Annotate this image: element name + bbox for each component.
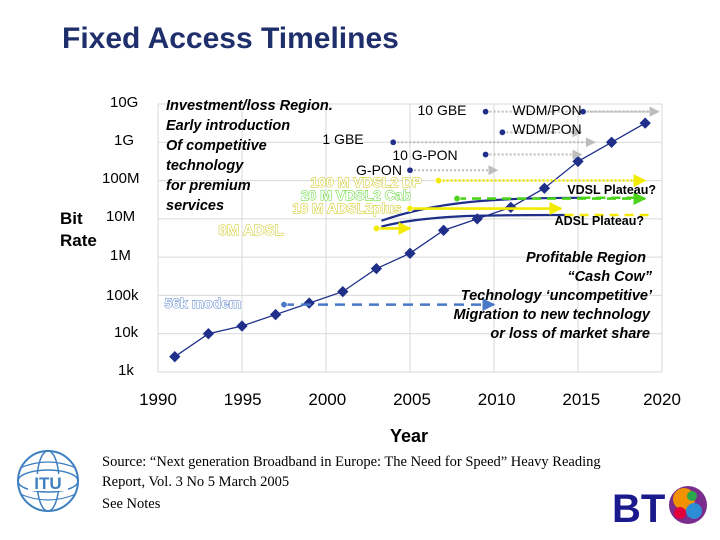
y-tick-label: 100k xyxy=(106,287,139,304)
y-tick-label: 10k xyxy=(114,324,139,341)
y-tick-label: 100M xyxy=(102,170,140,187)
x-tick-label: 1995 xyxy=(224,390,262,409)
profitable-region-annotation: Profitable Region “Cash Cow” Technology … xyxy=(453,250,653,342)
data-point-marker xyxy=(605,136,618,148)
technology-start-dot xyxy=(435,177,443,185)
technology-label: 1 GBE xyxy=(322,131,363,147)
technology-label: 20 M VDSL2 Cab xyxy=(301,187,411,203)
annotation-line: Technology ‘uncompetitive’ xyxy=(461,288,653,304)
text-block-line: Early introduction xyxy=(166,118,290,134)
technology-label: 8M ADSL xyxy=(218,222,283,239)
y-tick-label: 1G xyxy=(114,132,135,149)
page-title: Fixed Access Timelines xyxy=(62,22,399,55)
text-block-line: Of competitive xyxy=(166,138,267,154)
x-axis-label: Year xyxy=(390,426,428,446)
technology-label: WDM/PON xyxy=(512,121,581,137)
x-tick-label: 2015 xyxy=(562,390,600,409)
technology-label: 18 M ADSL2plus xyxy=(292,200,401,216)
x-tick-label: 2005 xyxy=(393,390,431,409)
y-tick-label: 1k xyxy=(118,362,134,379)
technology-label: 100 M VDSL2 DP xyxy=(310,174,421,190)
x-tick-label: 1990 xyxy=(139,390,177,409)
data-point-marker xyxy=(471,213,483,225)
bt-logo: BT xyxy=(612,486,707,531)
technology-start-dot xyxy=(372,224,380,232)
technology-label: 56k modem xyxy=(164,295,241,311)
data-point-marker xyxy=(169,351,181,363)
technology-label: 10 G-PON xyxy=(392,147,457,163)
technology-start-dot xyxy=(482,151,490,159)
annotation-line: Migration to new technology xyxy=(453,307,650,323)
technology-start-dot xyxy=(482,108,490,116)
y-axis-label-line2: Rate xyxy=(60,231,97,250)
source-citation: Source: “Next generation Broadband in Eu… xyxy=(102,454,601,490)
technology-start-dot xyxy=(579,108,587,116)
technology-start-dot xyxy=(406,205,414,213)
text-block-line: technology xyxy=(166,158,244,174)
adsl-plateau-curve xyxy=(381,213,565,228)
technology-start-dot xyxy=(453,195,461,203)
technology-label: G-PON xyxy=(356,162,402,178)
text-block-line: Investment/loss Region. xyxy=(166,98,333,114)
annotation-line: or loss of market share xyxy=(490,326,650,342)
data-point-marker xyxy=(370,262,383,275)
y-tick-label: 1M xyxy=(110,247,131,264)
annotation-line: “Cash Cow” xyxy=(567,269,652,285)
data-point-marker xyxy=(269,308,282,321)
see-notes-link[interactable]: See Notes xyxy=(102,496,161,512)
adsl-plateau-label: ADSL Plateau? xyxy=(555,214,644,228)
data-point-marker xyxy=(236,320,248,332)
data-point-marker xyxy=(437,224,450,236)
data-point-marker xyxy=(202,328,215,340)
text-block-line: services xyxy=(166,198,224,214)
vdsl-plateau-label: VDSL Plateau? xyxy=(567,183,656,197)
bt-logo-text: BT xyxy=(612,487,665,531)
x-tick-label: 2020 xyxy=(643,390,681,409)
data-point-marker xyxy=(538,182,551,194)
technology-start-dot xyxy=(280,301,288,309)
investment-text-block: Investment/loss Region. Early introducti… xyxy=(166,98,333,214)
technology-start-dot xyxy=(406,166,414,174)
technology-start-dot xyxy=(498,128,506,136)
data-point-marker xyxy=(337,285,349,298)
annotation-line: Profitable Region xyxy=(526,250,646,266)
text-block-line: for premium xyxy=(166,178,251,194)
y-tick-label: 10M xyxy=(106,208,136,225)
technology-start-dot xyxy=(389,138,397,146)
chart-labels: 10 GBE WDM/PON WDM/PON 1 GBE 10 G-PONG-PON10… xyxy=(164,102,582,311)
itu-logo: ITU xyxy=(17,450,79,512)
x-tick-label: 2000 xyxy=(308,390,346,409)
y-axis-label-line1: Bit xyxy=(60,209,83,228)
technology-arrows xyxy=(280,106,660,312)
itu-logo-text: ITU xyxy=(34,474,61,493)
data-point-marker xyxy=(404,247,416,259)
technology-label: WDM/PON xyxy=(512,102,581,118)
technology-label: 10 GBE xyxy=(417,102,466,118)
x-tick-label: 2010 xyxy=(478,390,516,409)
y-tick-label: 10G xyxy=(110,94,139,111)
